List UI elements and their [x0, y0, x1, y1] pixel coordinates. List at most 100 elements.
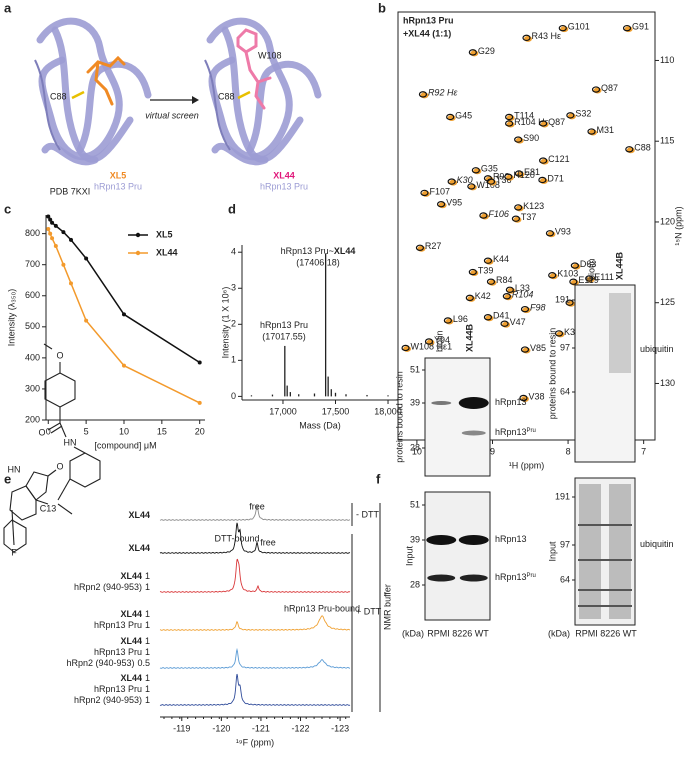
peak — [420, 189, 429, 197]
mw-label: 64 — [560, 386, 570, 396]
sample-label-part: XL44 — [120, 636, 142, 646]
band — [458, 397, 489, 409]
data-point — [53, 223, 58, 228]
panel-label: f — [376, 471, 381, 486]
peak-label: T37 — [521, 212, 537, 222]
residue-label: W108 — [258, 50, 282, 60]
x-axis-label: Mass (Da) — [299, 420, 341, 430]
sample-label-part: hRpn13 Pru — [94, 684, 142, 694]
sample-label: XL44 — [128, 510, 150, 520]
peak — [443, 317, 452, 324]
atom-label: HN — [64, 437, 77, 447]
peak-label: Y94 — [434, 335, 450, 345]
band — [458, 535, 489, 545]
sample-label: XL44 1 — [120, 571, 150, 581]
residue-label: C88 — [50, 91, 67, 101]
y-tick-label: 800 — [25, 228, 40, 238]
y-tick-label: 120 — [660, 216, 675, 226]
peak — [401, 344, 410, 352]
data-point — [46, 226, 51, 231]
peak-label: D63 — [580, 259, 597, 269]
peak-label: G35 — [481, 164, 498, 174]
peak — [486, 278, 496, 285]
blot-label: Input — [547, 541, 557, 562]
y-tick-label: 125 — [660, 297, 675, 307]
band-label-base: hRpn13 — [495, 534, 527, 544]
peak — [511, 215, 521, 222]
peak — [520, 305, 530, 313]
spectrum-trace — [159, 647, 351, 669]
atom-label: O — [56, 350, 63, 360]
sample-label: XL44 1 — [120, 636, 150, 646]
peak — [566, 112, 575, 119]
peak — [486, 178, 496, 185]
sample-label: XL44 1 — [120, 673, 150, 683]
panel-label: a — [4, 0, 12, 15]
panel-label: e — [4, 471, 11, 486]
sample-label: hRpn2 (940-953) 1 — [74, 695, 150, 705]
band-label: ubiquitin — [640, 539, 674, 549]
arrow — [150, 96, 199, 104]
peak-label: C88 — [634, 143, 651, 153]
peak-annotation: DTT-bound — [214, 533, 259, 543]
peak — [539, 120, 548, 127]
sample-label: XL44 — [128, 543, 150, 553]
cell-line-label: RPMI 8226 WT — [575, 628, 637, 638]
sample-label-part: hRpn13 Pru — [94, 647, 142, 657]
peak-label: F98 — [530, 303, 546, 313]
peak-label: S90 — [523, 133, 539, 143]
peak-label: T36 — [496, 175, 512, 185]
atom-label: F — [11, 547, 17, 557]
data-point — [84, 256, 89, 261]
annotation-mass: (17406.18) — [296, 257, 340, 267]
peak — [504, 173, 513, 180]
peak-label: G101 — [568, 22, 590, 32]
peak — [465, 294, 474, 302]
peak-label: R84 — [496, 275, 513, 285]
x-tick-label: 18,000 — [374, 406, 402, 416]
peak — [505, 286, 514, 293]
annotation-part: XL44 — [334, 246, 356, 256]
data-point — [197, 360, 202, 365]
peak-label: V93 — [555, 227, 571, 237]
peak — [505, 120, 514, 127]
x-axis-label: [compound] μM — [94, 440, 156, 450]
x-tick-label: 10 — [412, 446, 422, 456]
peak-label: G45 — [455, 110, 472, 120]
peak — [447, 178, 456, 185]
legend-entry: XL5 — [156, 229, 173, 239]
mw-label: 51 — [410, 499, 420, 509]
band-label-base: ubiquitin — [640, 539, 674, 549]
peak-label: V38 — [528, 391, 544, 401]
peak-label: L96 — [453, 314, 468, 324]
peak-label: V95 — [446, 198, 462, 208]
smear — [609, 484, 631, 619]
peak — [519, 394, 528, 402]
peak — [545, 230, 555, 237]
sample-label-part: 1 — [145, 673, 150, 683]
mw-label: 97 — [560, 342, 570, 352]
sample-label-part: XL44 — [128, 510, 150, 520]
peak — [585, 275, 594, 282]
sample-label-part: XL44 — [120, 673, 142, 683]
x-axis-label: ¹⁹F (ppm) — [236, 737, 274, 747]
peak-label: K44 — [493, 254, 509, 264]
band-label: hRpn13Pru — [495, 427, 536, 437]
condition-label: NMR buffer — [382, 584, 392, 630]
peak-label: F106 — [488, 209, 509, 219]
spectrum-trace — [159, 615, 351, 631]
band-label-sup: Pru — [527, 428, 536, 434]
peak-annotation: hRpn13 Pru-bound — [284, 603, 360, 613]
mw-label: 39 — [410, 534, 420, 544]
peak-label: W108 Hε1 — [411, 341, 453, 351]
smear — [609, 293, 631, 373]
blot — [424, 357, 491, 477]
peak-label: K123 — [523, 201, 544, 211]
peak — [554, 330, 564, 337]
x-tick-label: 7 — [641, 446, 646, 456]
lane-label: XL44B — [614, 251, 624, 280]
y-tick-label: 300 — [25, 383, 40, 393]
data-point — [68, 237, 73, 242]
sample-label: hRpn13 Pru 1 — [94, 620, 150, 630]
